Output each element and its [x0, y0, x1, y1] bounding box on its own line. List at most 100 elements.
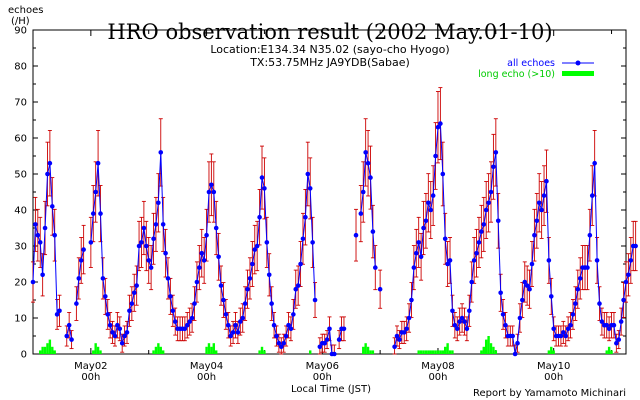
all-echoes-point [500, 312, 506, 317]
all-echoes-point [199, 250, 205, 256]
all-echoes-point [438, 121, 443, 126]
all-echoes-point [74, 301, 79, 306]
all-echoes-point [628, 258, 634, 263]
long-echo-bar [424, 350, 428, 354]
all-echoes-point [546, 258, 552, 263]
all-echoes-point [604, 322, 610, 328]
long-echo-bar [309, 350, 312, 354]
all-echoes-point [90, 211, 96, 216]
chart-subtitle-tx: TX:53.75MHz JA9YDB(Sabae) [249, 56, 410, 69]
long-echo-bar [207, 343, 211, 354]
long-echo-bar [605, 350, 608, 354]
all-echoes-point [621, 297, 626, 303]
all-echoes-point [575, 286, 581, 292]
all-echoes-point [527, 286, 532, 292]
all-echoes-point [551, 326, 556, 332]
all-echoes-point [40, 272, 45, 278]
long-echo-bar [431, 350, 435, 354]
all-echoes-point [298, 261, 303, 267]
x-tick-label-hour: 00h [428, 372, 447, 383]
long-echo-bar [482, 346, 485, 354]
all-echoes-point [221, 297, 226, 303]
all-echoes-point [119, 340, 125, 346]
all-echoes-point [209, 182, 214, 188]
all-echoes-point [368, 175, 373, 180]
all-echoes-point [103, 294, 108, 299]
all-echoes-point [240, 315, 246, 321]
all-echoes-segment [90, 152, 316, 348]
long-echo-bar [152, 350, 155, 354]
all-echoes-point [481, 222, 487, 227]
all-echoes-point [493, 150, 499, 155]
x-tick-label-date: May02 [74, 361, 107, 372]
all-echoes-point [587, 232, 593, 238]
all-echoes-point [127, 308, 132, 314]
all-echoes-point [223, 312, 229, 317]
credit-text: Report by Yamamoto Michinari [473, 388, 626, 399]
y-tick-label: 80 [14, 62, 27, 73]
y-tick-label: 20 [14, 278, 27, 289]
all-echoes-point [201, 258, 207, 263]
all-echoes-point [136, 243, 142, 249]
all-echoes-point [544, 178, 549, 184]
all-echoes-point [365, 160, 371, 166]
all-echoes-point [454, 326, 460, 332]
all-echoes-point [283, 333, 289, 339]
all-echoes-point [158, 150, 164, 155]
all-echoes-point [286, 322, 291, 328]
y-tick-label: 90 [14, 26, 27, 37]
all-echoes-point [626, 272, 631, 278]
all-echoes-point [33, 222, 38, 227]
all-echoes-point [30, 279, 36, 285]
all-echoes-point [78, 258, 84, 263]
y-axis-label-line2: (/H) [11, 16, 30, 27]
long-echo-bar [260, 346, 264, 354]
all-echoes-point [112, 333, 118, 339]
all-echoes-point [394, 333, 400, 339]
all-echoes-point [479, 229, 484, 234]
long-echo-bar [41, 346, 44, 354]
long-echo-bar [436, 350, 440, 354]
x-tick-label-date: May10 [537, 361, 570, 372]
all-echoes-point [153, 222, 159, 227]
all-echoes-point [573, 301, 578, 306]
x-tick-label-hour: 00h [313, 372, 332, 383]
all-echoes-point [577, 276, 583, 281]
all-echoes-point [76, 276, 82, 281]
all-echoes-point [324, 337, 330, 342]
all-echoes-point [594, 258, 600, 263]
all-echoes-point [107, 322, 113, 328]
long-echo-bar [205, 346, 208, 354]
all-echoes-point [69, 337, 74, 342]
all-echoes-point [291, 312, 296, 317]
long-echo-bar [161, 350, 165, 354]
long-echo-bars [39, 336, 613, 354]
long-echo-bar [444, 346, 447, 354]
all-echoes-point [561, 330, 566, 335]
all-echoes-point [476, 240, 482, 245]
all-echoes-point [452, 322, 458, 328]
all-echoes-point [269, 301, 274, 306]
legend-all-marker [575, 60, 581, 66]
all-echoes-point [194, 279, 200, 285]
long-echo-bar [487, 336, 490, 354]
all-echoes-point [274, 333, 279, 339]
all-echoes-point [597, 301, 602, 306]
long-echo-bar [489, 343, 493, 354]
all-echoes-point [495, 218, 501, 224]
long-echo-bar [427, 350, 430, 354]
all-echoes-point [462, 319, 467, 324]
all-echoes-point [510, 333, 516, 339]
all-echoes-point [474, 250, 479, 256]
all-echoes-point [433, 153, 438, 159]
long-echo-bar [547, 350, 551, 354]
all-echoes-point [589, 193, 595, 198]
all-echoes-point [52, 232, 57, 238]
all-echoes-point [182, 326, 188, 332]
long-echo-bar [429, 350, 432, 354]
all-echoes-point [49, 204, 55, 209]
all-echoes-point [57, 308, 62, 314]
all-echoes-point [95, 160, 101, 166]
all-echoes-point [187, 319, 192, 324]
